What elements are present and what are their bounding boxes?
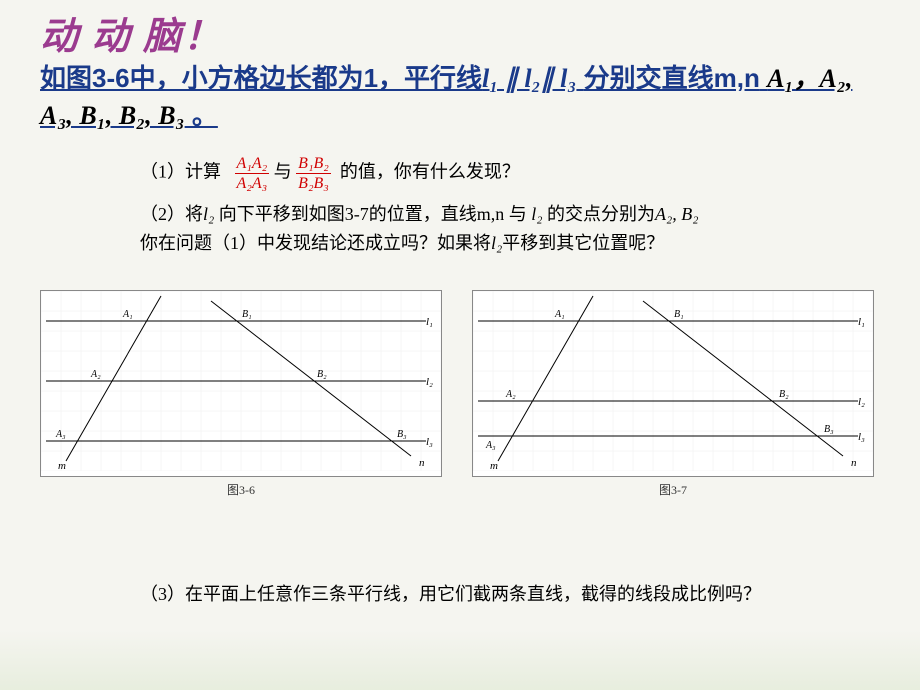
fraction-2: B₁B₂ B₂B₃ [296, 155, 331, 192]
svg-text:B₂: B₂ [779, 389, 789, 400]
problem-end: 。 [185, 100, 218, 130]
diagram-3-6-svg: l₁ l₂ l₃ m n A₁ A₂ A₃ B₁ B₂ B₃ [41, 291, 441, 471]
frac2-num: B₁B₂ [296, 155, 331, 174]
q2-b: 向下平移到如图3-7的位置，直线m,n 与 [219, 204, 527, 224]
svg-text:m: m [490, 460, 498, 471]
problem-pre: 如图3-6中，小方格边长都为1，平行线 [40, 63, 482, 93]
q2-line2a: 你在问题（1）中发现结论还成立吗？如果将 [140, 233, 491, 253]
diagram-3-6: l₁ l₂ l₃ m n A₁ A₂ A₃ B₁ B₂ B₃ [40, 290, 442, 477]
svg-text:l₃: l₃ [858, 431, 865, 443]
q1-pre: （1）计算 [140, 162, 221, 182]
decorative-footer [0, 630, 920, 690]
frac2-den: B₂B₃ [296, 174, 331, 193]
diagrams-row: l₁ l₂ l₃ m n A₁ A₂ A₃ B₁ B₂ B₃ 图3-6 l₁ l₂ l₃ m n A₁ B₁ A₂… [40, 290, 880, 498]
svg-text:B₃: B₃ [397, 429, 407, 440]
diagram-right-wrap: l₁ l₂ l₃ m n A₁ B₁ A₂ B₂ A₃ B₃ 图3-7 [472, 290, 874, 498]
svg-text:A₃: A₃ [485, 440, 496, 451]
svg-text:B₂: B₂ [317, 369, 327, 380]
diagram-left-wrap: l₁ l₂ l₃ m n A₁ A₂ A₃ B₁ B₂ B₃ 图3-6 [40, 290, 442, 498]
svg-text:A₁: A₁ [554, 309, 565, 320]
decorative-title: 动 动 脑！ [40, 5, 223, 60]
problem-mid: 分别交直线m,n [584, 63, 760, 93]
svg-text:A₂: A₂ [505, 389, 516, 400]
caption-3-6: 图3-6 [40, 481, 442, 498]
svg-text:m: m [58, 460, 66, 471]
question-3: （3）在平面上任意作三条平行线，用它们截两条直线，截得的线段成比例吗？ [140, 580, 870, 609]
q2-l2-var-2: l₂ [531, 204, 542, 224]
lines-vars: l₁ ∥ l₂∥ l₃ [482, 64, 576, 93]
q2-pts: A₂, B₂ [655, 204, 699, 224]
fraction-1: A₁A₂ A₂A₃ [235, 155, 270, 192]
frac1-den: A₂A₃ [235, 174, 270, 193]
frac1-num: A₁A₂ [235, 155, 270, 174]
svg-text:l₁: l₁ [426, 316, 433, 328]
q2-l2-var-3: l₂ [491, 233, 502, 253]
svg-text:B₁: B₁ [674, 309, 684, 320]
svg-text:A₃: A₃ [55, 429, 66, 440]
q1-yu: 与 [274, 162, 292, 182]
svg-text:l₂: l₂ [858, 396, 865, 408]
svg-text:n: n [419, 457, 425, 469]
svg-text:n: n [851, 457, 857, 469]
problem-statement: 如图3-6中，小方格边长都为1，平行线l₁ ∥ l₂∥ l₃ 分别交直线m,n … [40, 60, 870, 135]
q2-a: （2）将 [140, 204, 203, 224]
svg-text:l₂: l₂ [426, 376, 433, 388]
svg-text:A₂: A₂ [90, 369, 101, 380]
svg-text:l₁: l₁ [858, 316, 865, 328]
question-2: （2）将l₂ 向下平移到如图3-7的位置，直线m,n 与 l₂ 的交点分别为A₂… [140, 200, 870, 258]
svg-text:l₃: l₃ [426, 436, 433, 448]
q1-post: 的值，你有什么发现？ [340, 162, 520, 182]
caption-3-7: 图3-7 [472, 481, 874, 498]
diagram-3-7-svg: l₁ l₂ l₃ m n A₁ B₁ A₂ B₂ A₃ B₃ [473, 291, 873, 471]
q2-l2-var-1: l₂ [203, 204, 214, 224]
diagram-3-7: l₁ l₂ l₃ m n A₁ B₁ A₂ B₂ A₃ B₃ [472, 290, 874, 477]
question-1: （1）计算 A₁A₂ A₂A₃ 与 B₁B₂ B₂B₃ 的值，你有什么发现？ [140, 155, 870, 192]
svg-text:B₃: B₃ [824, 424, 834, 435]
q2-c: 的交点分别为 [547, 204, 655, 224]
svg-text:A₁: A₁ [122, 309, 133, 320]
questions-block: （1）计算 A₁A₂ A₂A₃ 与 B₁B₂ B₂B₃ 的值，你有什么发现？ （… [140, 155, 870, 266]
svg-text:B₁: B₁ [242, 309, 252, 320]
q2-line2b: 平移到其它位置呢？ [502, 233, 664, 253]
